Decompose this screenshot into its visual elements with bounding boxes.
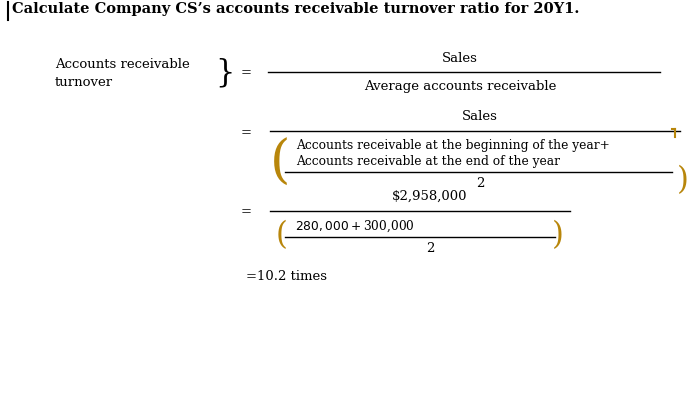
Text: }: }: [215, 58, 235, 89]
Text: 2: 2: [476, 177, 484, 190]
Text: =: =: [241, 206, 251, 219]
Text: $280,000+$300,000: $280,000+$300,000: [295, 218, 415, 234]
Text: Accounts receivable at the end of the year: Accounts receivable at the end of the ye…: [296, 154, 560, 167]
Text: Sales: Sales: [462, 110, 498, 123]
Text: ): ): [552, 221, 564, 251]
Text: Accounts receivable: Accounts receivable: [55, 58, 190, 71]
Text: Average accounts receivable: Average accounts receivable: [364, 80, 556, 93]
Text: turnover: turnover: [55, 76, 113, 89]
Text: =: =: [241, 126, 251, 139]
Text: Accounts receivable at the beginning of the year+: Accounts receivable at the beginning of …: [296, 139, 610, 152]
Text: (: (: [270, 138, 290, 188]
Text: =10.2 times: =10.2 times: [246, 269, 327, 282]
Text: (: (: [276, 221, 288, 251]
Text: $2,958,000: $2,958,000: [393, 190, 468, 203]
Text: ): ): [677, 165, 689, 197]
Text: Sales: Sales: [442, 52, 478, 65]
Text: =: =: [241, 67, 251, 80]
Text: 2: 2: [426, 242, 434, 255]
Text: Calculate Company CS’s accounts receivable turnover ratio for 20Y1.: Calculate Company CS’s accounts receivab…: [12, 2, 579, 16]
